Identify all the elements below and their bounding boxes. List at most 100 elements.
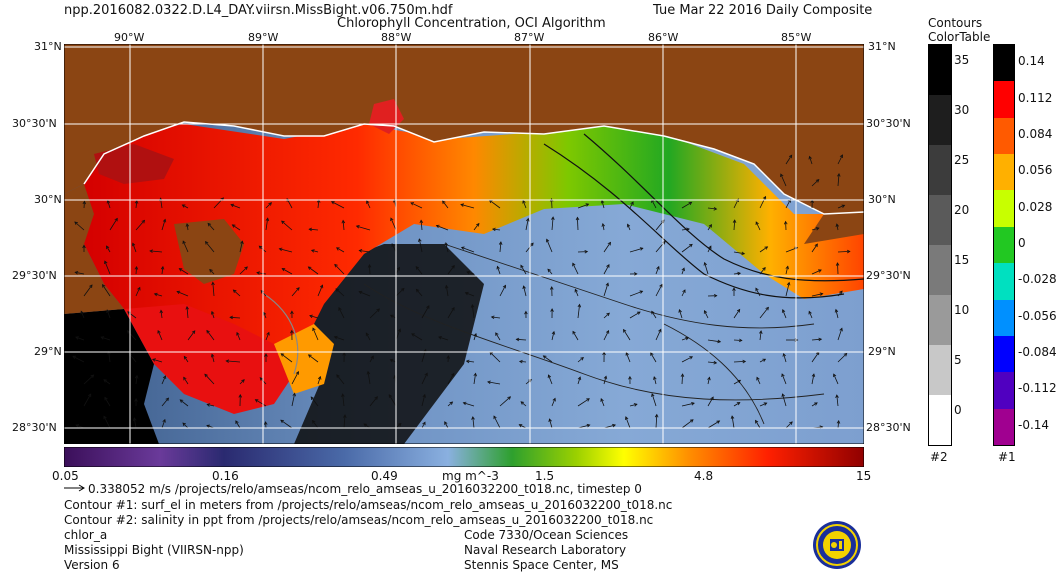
velocity-vector [366,200,371,209]
velocity-vector-head [100,336,105,340]
velocity-vector-head [515,337,520,342]
lat-label-right: 28°30'N [866,421,911,434]
velocity-vector-head [307,266,312,270]
velocity-vector [460,204,475,209]
velocity-vector [235,420,241,429]
velocity-vector [811,269,822,275]
velocity-vector-head [738,338,743,343]
velocity-vector [548,374,553,385]
velocity-vector [499,285,506,297]
velocity-vector-head [755,287,759,292]
velocity-vector [411,333,423,341]
velocity-vector-head [548,418,552,423]
velocity-vector [516,338,527,341]
velocity-vector-head [781,393,785,397]
chlorophyll-map [64,44,864,444]
velocity-vector [280,419,293,429]
velocity-vector-head [370,355,374,360]
velocity-vector [282,268,293,275]
velocity-vector [681,244,693,253]
velocity-vector [574,289,579,297]
velocity-vector-head [653,376,657,380]
contours-colortable-bar [928,44,952,446]
velocity-vector [265,218,269,231]
velocity-vector [466,271,475,275]
velocity-vector [421,305,430,319]
velocity-vector [183,356,189,363]
delta-plume [124,304,294,414]
velocity-vector [679,309,683,319]
velocity-vector [206,330,215,341]
velocity-vector-head [607,241,611,246]
velocity-vector-head [106,245,110,250]
velocity-vector-head [814,402,818,406]
velocity-vector-head [630,201,634,206]
velocity-vector [369,308,380,319]
lon-label: 89°W [248,31,279,44]
velocity-vector [525,218,529,231]
velocity-vector [543,355,553,363]
velocity-vector [204,373,215,385]
velocity-vector-head [633,403,638,407]
velocity-vector [310,396,319,407]
velocity-vector-head [819,292,824,296]
velocity-vector-head [107,350,111,355]
velocity-vector-head [815,227,820,231]
velocity-vector [601,200,605,209]
velocity-vector [759,330,762,341]
lat-label-right: 31°N [868,40,896,53]
velocity-vector-head [74,221,78,225]
velocity-vector [655,266,660,275]
velocity-vector [209,269,215,275]
velocity-vector [342,394,345,407]
velocity-vector [309,315,319,319]
velocity-vector-head [374,396,378,400]
velocity-vector [833,373,839,385]
velocity-vector [704,262,709,275]
velocity-vector [186,306,189,319]
velocity-vector-head [397,328,401,333]
velocity-vector-head [102,284,106,288]
velocity-vector [135,266,137,275]
contour1-table-label: 0.028 [1018,199,1053,214]
velocity-vector-head [363,423,368,427]
velocity-vector-head [462,401,467,406]
contour-line [363,283,825,401]
lat-label-right: 30°N [868,193,896,206]
velocity-vector-head [785,265,789,270]
velocity-vector [207,404,215,407]
velocity-vector-head [542,355,547,359]
velocity-vector [232,224,241,231]
contour1-table-footer: #1 [998,450,1016,464]
velocity-vector [445,285,449,297]
velocity-vector-head [491,227,496,232]
velocity-vector [681,374,683,385]
velocity-vector-head [572,262,576,267]
velocity-vector-head [230,203,235,208]
velocity-vector [127,311,137,319]
velocity-vector [104,260,111,275]
velocity-vector-head [235,420,239,425]
lon-label: 85°W [781,31,812,44]
velocity-vector-head [444,284,449,289]
velocity-vector [390,217,397,231]
velocity-vector-head [530,242,534,247]
velocity-vector [466,360,475,363]
land-area-west [64,184,124,314]
velocity-vector-head [689,356,694,360]
velocity-vector-head [210,353,215,358]
velocity-vector-head [183,376,187,381]
velocity-vector [291,393,296,407]
velocity-vector-head [209,268,213,273]
velocity-vector-head [547,374,552,379]
velocity-vector-head [708,245,712,250]
velocity-vector-head [178,268,183,272]
velocity-vector-head [572,330,576,335]
velocity-vector-head [814,243,818,248]
velocity-vector [655,241,666,253]
velocity-vector [522,200,527,209]
contour1-table-label: 0 [1018,236,1026,250]
velocity-vector-head [435,224,440,229]
velocity-vector-head [466,270,470,275]
velocity-vector-head [834,308,839,313]
